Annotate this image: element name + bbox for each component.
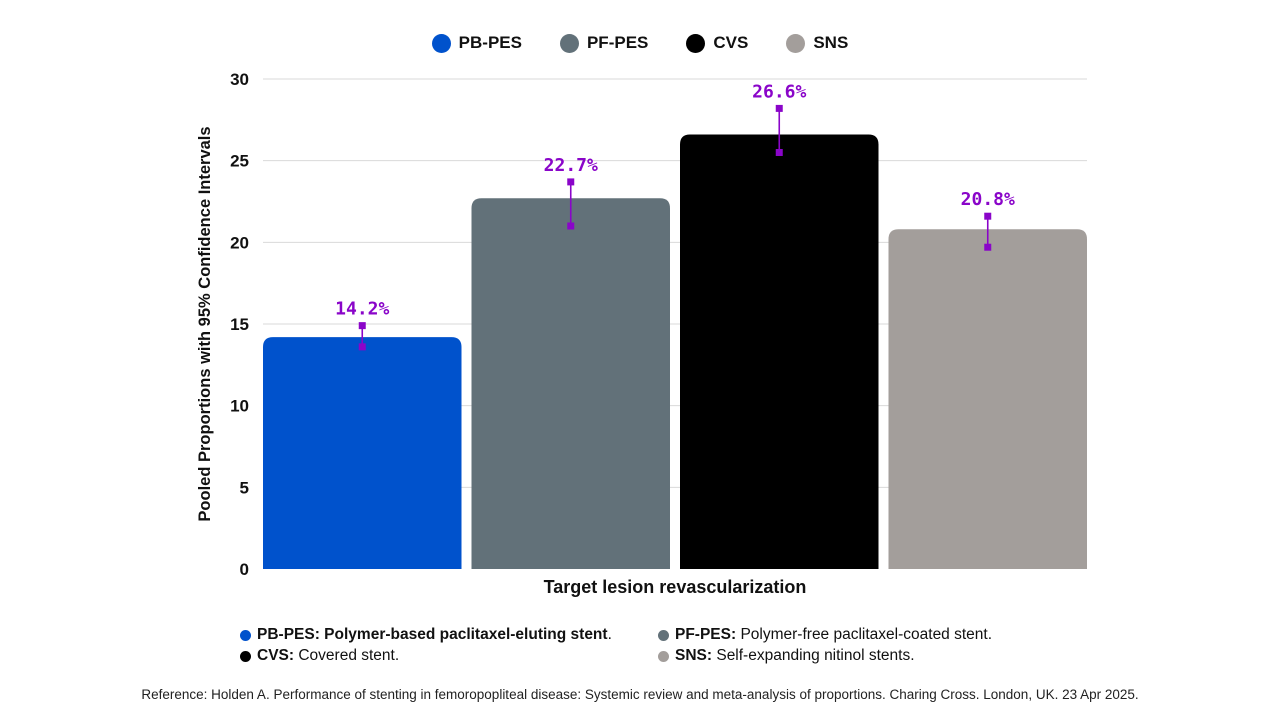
abbreviation-key: PB-PES: Polymer-based paclitaxel-eluting… [240, 626, 1100, 665]
abbreviation-definition: Covered stent. [294, 647, 400, 664]
abbreviation-pf-pes: PF-PES: Polymer-free paclitaxel-coated s… [658, 626, 1078, 644]
error-cap-upper [775, 104, 783, 112]
circle-icon [559, 33, 579, 53]
bar-pb-pes [263, 337, 462, 569]
data-label: 20.8% [961, 189, 1015, 210]
data-label: 26.6% [752, 81, 806, 102]
abbreviation-cvs: CVS: Covered stent. [240, 647, 658, 665]
y-tick-label: 20 [230, 233, 249, 252]
circle-icon [786, 33, 806, 53]
reference-text: Reference: Holden A. Performance of sten… [141, 687, 1139, 702]
abbreviation-term: SNS: [675, 647, 713, 664]
legend-item-pb-pes[interactable]: PB-PES [431, 33, 522, 53]
x-axis-label: Target lesion revascularization [544, 577, 807, 597]
circle-icon [686, 33, 706, 53]
circle-icon [658, 629, 669, 641]
error-cap-lower [567, 222, 575, 230]
error-cap-lower [775, 149, 783, 156]
legend-label: SNS [813, 33, 849, 52]
y-tick-label: 5 [240, 478, 249, 497]
abbreviation-sns: SNS: Self-expanding nitinol stents. [658, 647, 1078, 665]
y-tick-label: 0 [240, 560, 249, 579]
abbreviation-definition: Self-expanding nitinol stents. [712, 647, 915, 664]
abbreviation-term: PB-PES: [257, 626, 320, 643]
legend-label: CVS [713, 33, 749, 52]
abbreviation-suffix: . [607, 626, 612, 643]
y-tick-label: 25 [230, 152, 249, 171]
circle-icon [240, 650, 251, 662]
y-tick-label: 10 [230, 397, 249, 416]
y-tick-label: 30 [230, 70, 249, 89]
abbreviation-pb-pes: PB-PES: Polymer-based paclitaxel-eluting… [240, 626, 658, 644]
circle-icon [431, 33, 451, 53]
data-label: 22.7% [544, 155, 598, 176]
circle-icon [658, 650, 669, 662]
chart-legend: PB-PES PF-PES CVS SNS [0, 33, 1280, 53]
legend-label: PB-PES [458, 33, 522, 52]
bar-cvs [680, 134, 879, 570]
circle-icon [240, 629, 251, 641]
data-label: 14.2% [335, 299, 389, 320]
legend-item-sns[interactable]: SNS [786, 33, 848, 53]
error-cap-upper [567, 178, 575, 186]
error-cap-lower [984, 243, 992, 251]
abbreviation-definition: Polymer-free paclitaxel-coated stent. [736, 626, 993, 643]
abbreviation-term: PF-PES: [675, 626, 737, 643]
y-axis-label: Pooled Proportions with 95% Confidence I… [196, 126, 214, 521]
abbreviation-term: CVS: [257, 647, 295, 664]
error-cap-upper [358, 322, 366, 330]
y-tick-label: 15 [230, 315, 249, 334]
legend-item-cvs[interactable]: CVS [686, 33, 748, 53]
legend-label: PF-PES [586, 33, 649, 52]
bar-pf-pes [471, 198, 670, 569]
abbreviation-definition: Polymer-based paclitaxel-eluting stent [319, 626, 608, 643]
error-cap-lower [358, 343, 366, 351]
legend-item-pf-pes[interactable]: PF-PES [559, 33, 649, 53]
bar-sns [888, 229, 1087, 569]
error-cap-upper [984, 212, 992, 220]
